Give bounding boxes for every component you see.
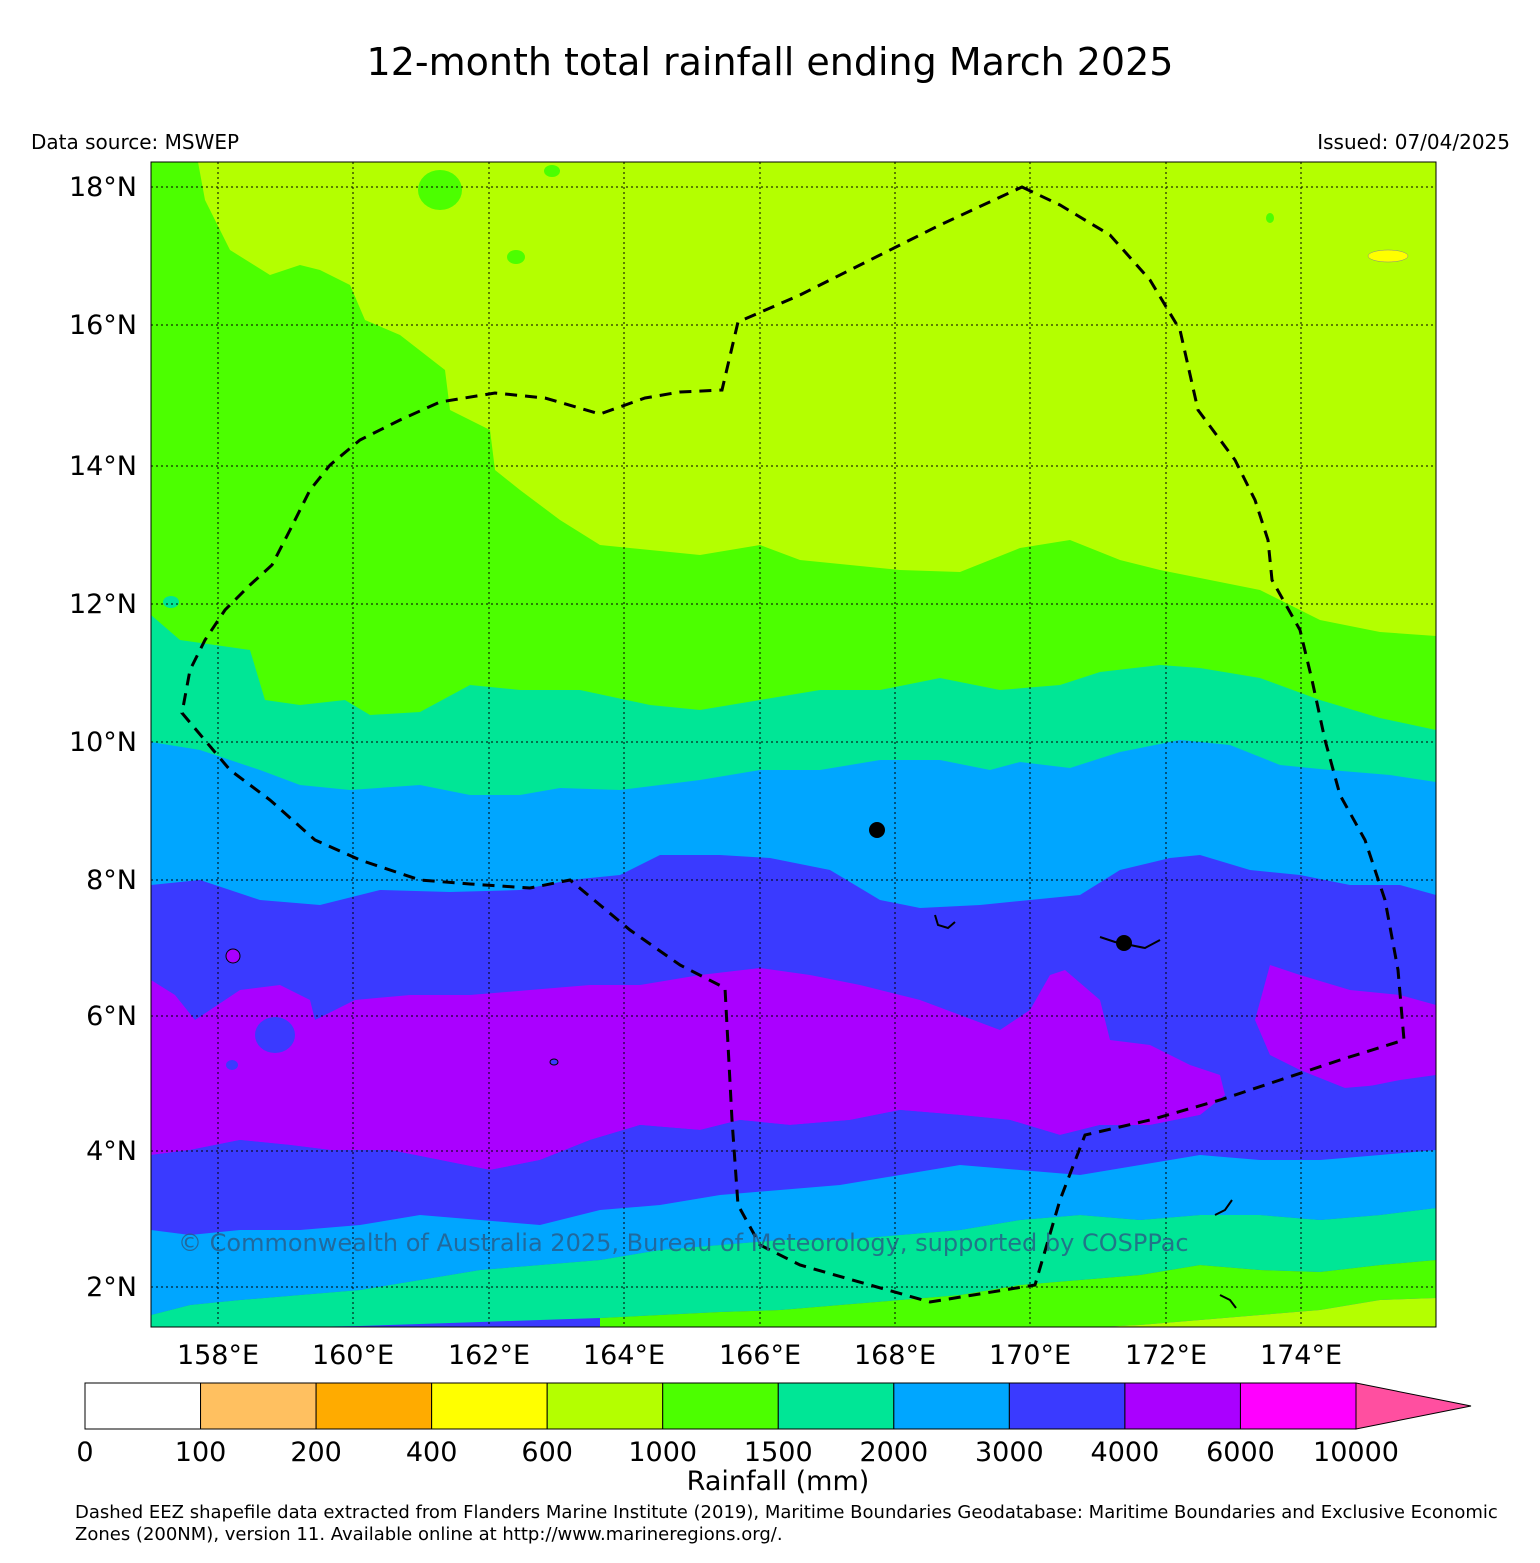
- band-2000-3000-south: [151, 1150, 1436, 1315]
- feature-patch: [544, 165, 560, 177]
- band-4000-6000: [151, 968, 1225, 1170]
- island-coastline: [934, 914, 956, 930]
- lon-axis: 158°E 160°E 162°E 164°E 166°E 168°E 170°…: [177, 1340, 1342, 1371]
- rainfall-map: © Commonwealth of Australia 2025, Bureau…: [151, 162, 1436, 1327]
- band-3000-4000-south: [151, 1080, 1436, 1235]
- feature-patch: [418, 170, 462, 210]
- island-marker: [1116, 935, 1132, 951]
- band-4000-6000-east: [1255, 965, 1436, 1090]
- band-600-1000-south: [1100, 1298, 1436, 1327]
- footnote: Dashed EEZ shapefile data extracted from…: [75, 1502, 1498, 1545]
- colorbar-segment: [1124, 1382, 1241, 1430]
- lat-tick-label: 8°N: [86, 865, 137, 896]
- feature-patch: [163, 596, 179, 608]
- feature-patch: [507, 250, 525, 264]
- lat-tick-label: 2°N: [86, 1272, 137, 1303]
- feature-patch: [1266, 213, 1274, 223]
- colorbar-segment: [662, 1382, 779, 1430]
- feature-patch: [255, 1017, 295, 1053]
- lon-tick-label: 158°E: [177, 1340, 259, 1371]
- lat-tick-label: 12°N: [69, 589, 137, 620]
- lon-tick-label: 160°E: [312, 1340, 394, 1371]
- lat-tick-label: 18°N: [69, 172, 137, 203]
- lat-tick-label: 16°N: [69, 310, 137, 341]
- colorbar-tick-label: 1500: [744, 1437, 813, 1468]
- lat-tick-label: 4°N: [86, 1136, 137, 1167]
- colorbar-segment: [84, 1382, 202, 1430]
- lon-tick-label: 166°E: [719, 1340, 801, 1371]
- lat-tick-label: 10°N: [69, 727, 137, 758]
- band-1500-2000-south: [151, 1208, 1436, 1327]
- lat-axis: 18°N 16°N 14°N 12°N 10°N 8°N 6°N 4°N 2°N: [69, 172, 137, 1303]
- colorbar-tick-label: 100: [175, 1437, 227, 1468]
- copyright-notice: © Commonwealth of Australia 2025, Bureau…: [178, 1229, 1189, 1257]
- colorbar-segment: [893, 1382, 1010, 1430]
- island-coastline: [1214, 1199, 1233, 1216]
- colorbar-segment: [1239, 1382, 1357, 1430]
- colorbar-extend-arrow: [1355, 1382, 1472, 1430]
- feature-patch: [1367, 249, 1409, 263]
- island-marker: [869, 822, 885, 838]
- eez-boundary: [180, 185, 1406, 1304]
- lon-tick-label: 164°E: [583, 1340, 665, 1371]
- colorbar-segment: [431, 1382, 548, 1430]
- colorbar-label: Rainfall (mm): [687, 1466, 870, 1497]
- map-frame: [150, 161, 1437, 1328]
- lon-tick-label: 162°E: [448, 1340, 530, 1371]
- lon-tick-label: 168°E: [854, 1340, 936, 1371]
- colorbar-segment: [1008, 1382, 1126, 1430]
- lon-tick-label: 172°E: [1125, 1340, 1207, 1371]
- colorbar-segment: [546, 1382, 664, 1430]
- colorbar-segment: [315, 1382, 433, 1430]
- colorbar-segment: [777, 1382, 895, 1430]
- colorbar: 0 100 200 400 600 1000 1500 2000 3000 4000 6000 100…: [76, 1382, 1472, 1468]
- feature-patch: [549, 1058, 559, 1066]
- data-source-label: Data source: MSWEP: [31, 130, 240, 154]
- colorbar-tick-label: 1000: [628, 1437, 697, 1468]
- lon-tick-label: 174°E: [1260, 1340, 1342, 1371]
- lon-tick-label: 170°E: [989, 1340, 1071, 1371]
- colorbar-tick-label: 2000: [859, 1437, 928, 1468]
- colorbar-tick-label: 6000: [1206, 1437, 1275, 1468]
- colorbar-tick-label: 3000: [975, 1437, 1044, 1468]
- colorbar-tick-label: 10000: [1313, 1437, 1399, 1468]
- gridlines: [151, 162, 1436, 1327]
- feature-patch: [226, 1060, 238, 1070]
- lat-tick-label: 14°N: [69, 451, 137, 482]
- colorbar-tick-label: 400: [406, 1437, 458, 1468]
- issued-date-label: Issued: 07/04/2025: [1317, 130, 1510, 154]
- colorbar-tick-label: 600: [521, 1437, 573, 1468]
- feature-patch: [225, 948, 241, 964]
- colorbar-segment: [200, 1382, 317, 1430]
- colorbar-tick-label: 4000: [1091, 1437, 1160, 1468]
- colorbar-tick-label: 0: [76, 1437, 93, 1468]
- lat-tick-label: 6°N: [86, 1001, 137, 1032]
- page-title: 12-month total rainfall ending March 202…: [366, 40, 1174, 84]
- colorbar-tick-label: 200: [290, 1437, 342, 1468]
- band-1000-1500-south: [600, 1260, 1436, 1327]
- island-coastline: [1219, 1294, 1237, 1309]
